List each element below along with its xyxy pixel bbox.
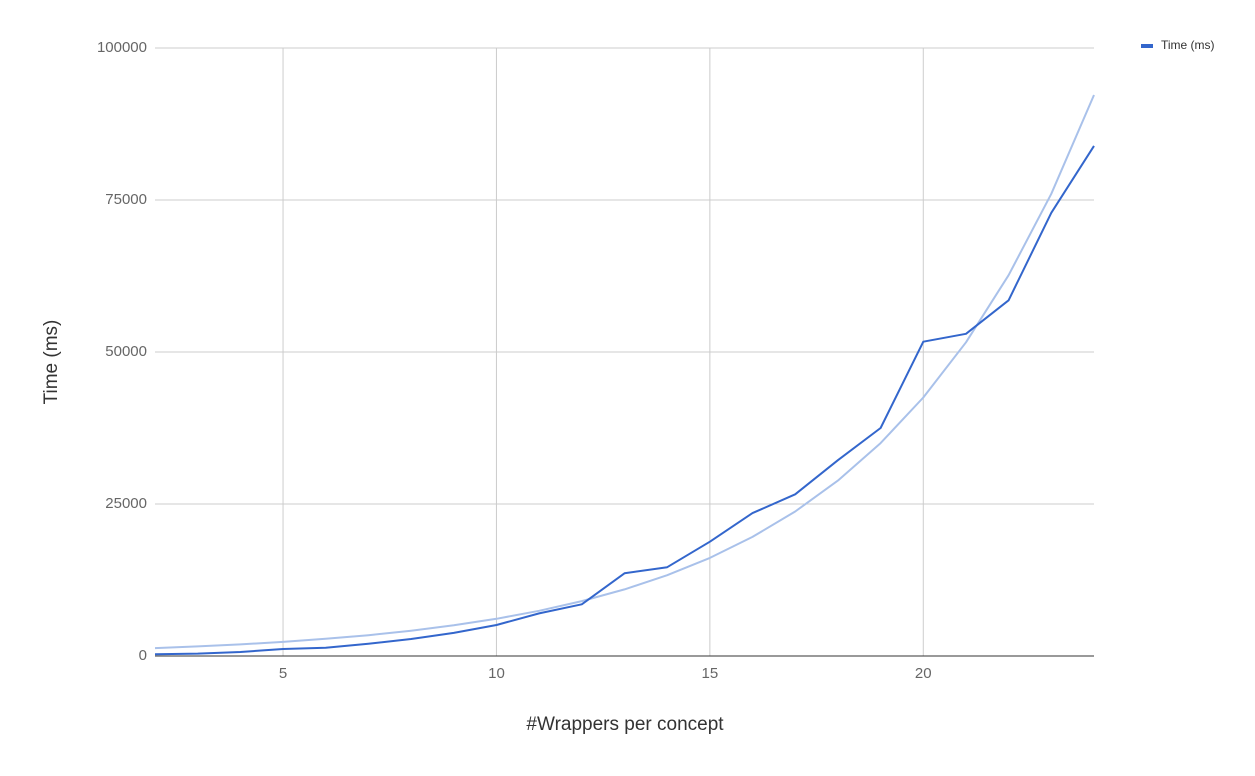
series-line bbox=[154, 145, 1095, 656]
y-tick-label: 100000 bbox=[97, 39, 147, 56]
y-tick-label: 25000 bbox=[105, 495, 147, 512]
x-axis-title: #Wrappers per concept bbox=[526, 714, 724, 735]
legend-label: Time (ms) bbox=[1161, 38, 1215, 52]
y-tick-label: 0 bbox=[139, 647, 147, 664]
y-axis-title: Time (ms) bbox=[41, 320, 62, 405]
x-tick-label: 20 bbox=[915, 665, 932, 682]
x-tick-label: 5 bbox=[279, 665, 287, 682]
legend-swatch bbox=[1141, 44, 1153, 48]
y-tick-label: 50000 bbox=[105, 343, 147, 360]
trendline bbox=[154, 94, 1095, 650]
y-tick-label: 75000 bbox=[105, 191, 147, 208]
x-tick-label: 10 bbox=[488, 665, 505, 682]
x-tick-label: 15 bbox=[702, 665, 719, 682]
